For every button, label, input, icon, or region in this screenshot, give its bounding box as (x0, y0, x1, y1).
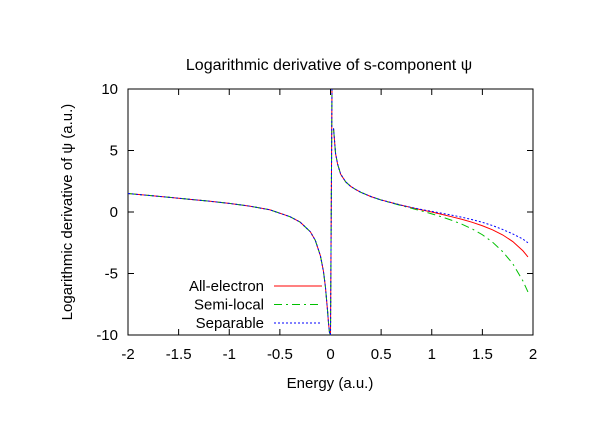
y-tick-label: 0 (110, 204, 118, 221)
x-tick-label: 0 (326, 346, 334, 363)
y-tick-label: 10 (101, 81, 118, 98)
axis-ticks: -2 -1.5 -1 -0.5 0 0.5 1 1.5 2 -10 -5 0 5 10 (96, 81, 537, 363)
series-line-2-right-branch (333, 128, 529, 293)
x-tick-label: -1 (223, 346, 236, 363)
x-axis-label: Energy (a.u.) (287, 375, 374, 392)
legend-label-2: Semi-local (194, 297, 264, 314)
series-line-2-left-branch (127, 88, 333, 336)
chart-title: Logarithmic derivative of s-component ψ (186, 57, 472, 74)
x-tick-label: 1 (428, 346, 436, 363)
y-tick-label: 5 (110, 143, 118, 160)
series-line-3-left-branch (127, 88, 333, 336)
x-tick-label: 0.5 (371, 346, 392, 363)
y-tick-label: -10 (96, 327, 118, 344)
y-tick-label: -5 (105, 266, 118, 283)
x-tick-label: -0.5 (267, 346, 293, 363)
series-line-3-right-branch (333, 128, 529, 244)
x-tick-label: 2 (529, 346, 537, 363)
x-tick-label: -2 (121, 346, 134, 363)
y-axis-label: Logarithmic derivative of ψ (a.u.) (59, 104, 76, 321)
x-tick-label: -1.5 (166, 346, 192, 363)
series-layer (127, 88, 529, 336)
legend-label-1: All-electron (189, 278, 264, 295)
x-tick-label: 1.5 (472, 346, 493, 363)
legend-label-3: Separable (196, 315, 264, 332)
